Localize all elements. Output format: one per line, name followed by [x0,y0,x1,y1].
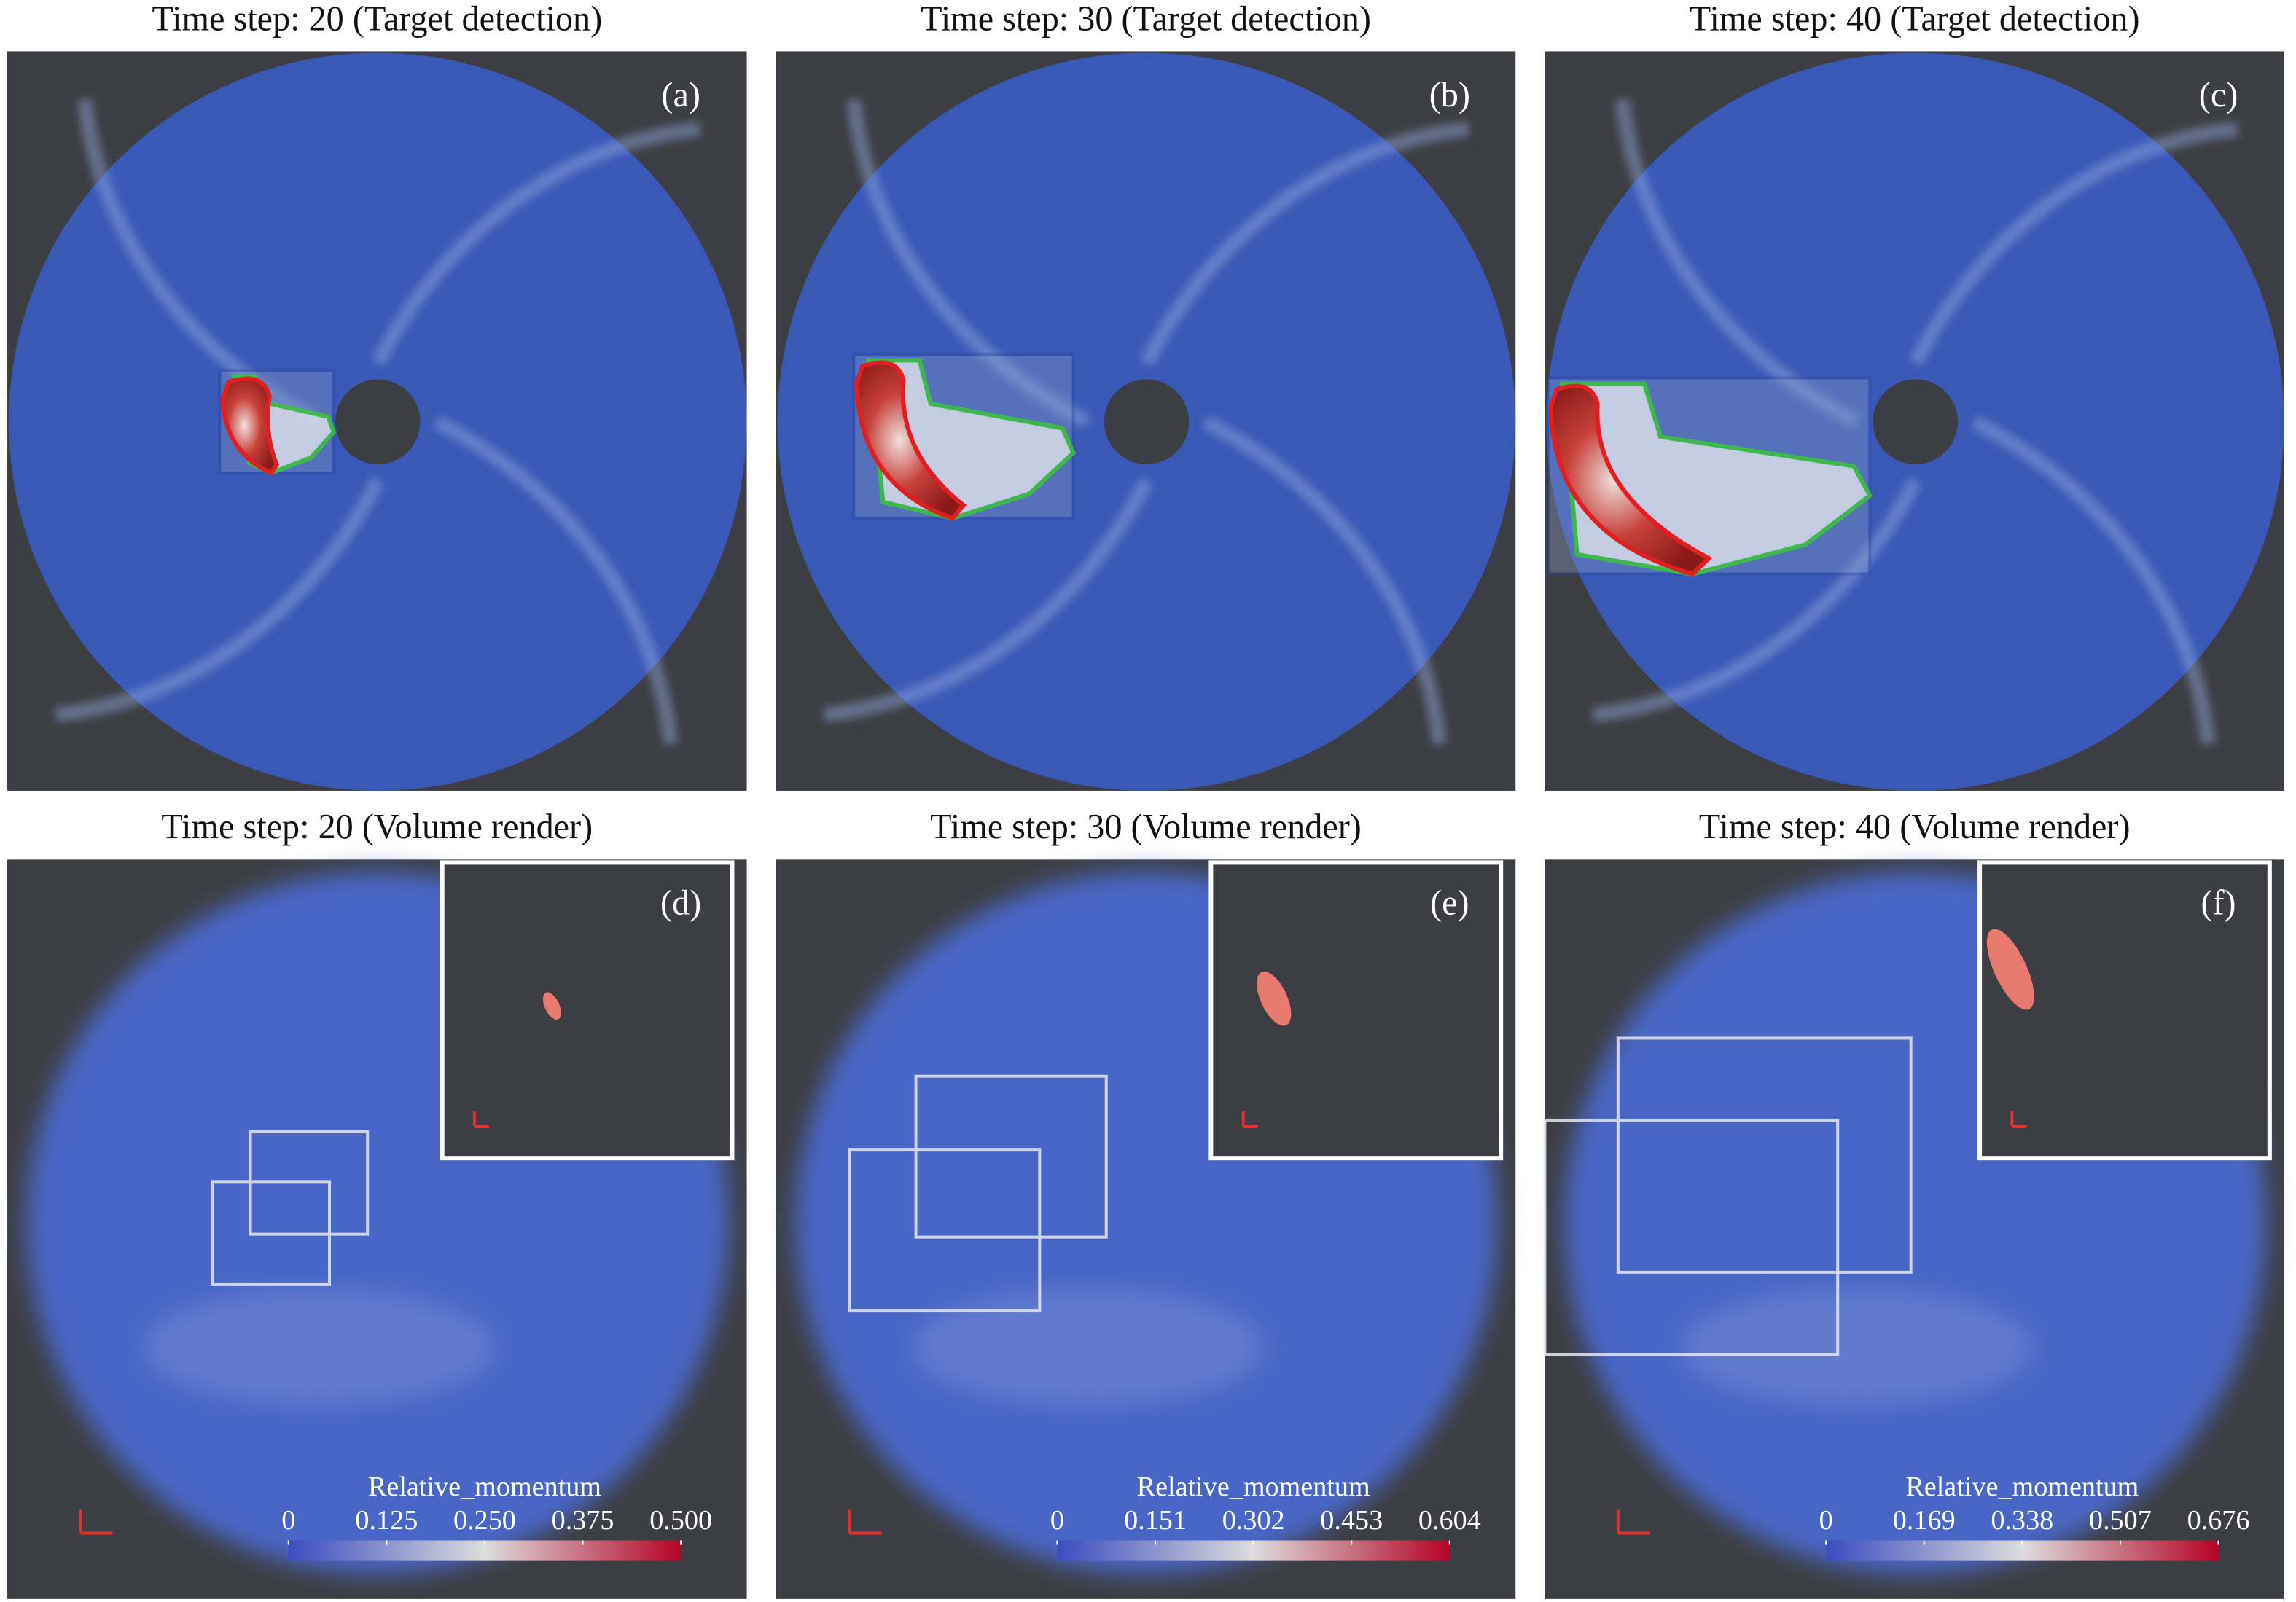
swirl [55,477,385,722]
swirls [1592,98,2238,745]
swirl [1592,477,1922,722]
colorbar-tick-label: 0.604 [1418,1505,1481,1536]
panel-label: (f) [2201,884,2236,923]
axes-triad [1241,1111,1258,1128]
swirl [1970,415,2216,745]
swirl [824,477,1153,722]
panel-label: (a) [661,76,700,114]
panel-title: Time step: 20 (Volume render) [161,808,593,846]
red-contour [854,360,967,521]
colorbar-tick-label: 0.453 [1320,1505,1383,1536]
bounding-cube [1543,1036,1913,1356]
axes-triad [848,1509,882,1535]
panel-title: Time step: 20 (Target detection) [152,0,602,38]
swirl [371,121,701,367]
colorbar-tick-label: 0.151 [1124,1505,1187,1536]
colorbar-tick-label: 0 [281,1505,295,1536]
center-hole [1873,379,1958,464]
colorbar-title: Relative_momentum [1137,1472,1370,1502]
colorbar-title: Relative_momentum [368,1472,601,1502]
colorbar-tick-label: 0 [1050,1505,1064,1536]
panel-title: Time step: 40 (Target detection) [1690,0,2140,38]
cube-front [848,1148,1042,1313]
panel-label: (c) [2199,76,2238,114]
cube-back [914,1074,1108,1239]
panel-title: Time step: 30 (Target detection) [921,0,1371,38]
colorbar-tick-label: 0.507 [2089,1505,2152,1536]
axes-triad [79,1509,113,1535]
swirl [1140,121,1469,367]
swirl [1908,121,2238,367]
volume-highlight [912,1288,1264,1406]
colorbar-tick-label: 0 [1819,1505,1833,1536]
swirls [824,98,1469,745]
swirl [846,98,1092,429]
inset [440,860,735,1161]
center-hole [335,379,421,464]
volume-highlight [143,1288,496,1406]
colorbar-tick-label: 0.250 [453,1505,516,1536]
swirl [1201,415,1447,745]
colorbar-tick-label: 0.338 [1991,1505,2053,1536]
panel-title: Time step: 30 (Volume render) [930,808,1362,846]
cube-front [1543,1118,1840,1356]
colorbar-title: Relative_momentum [1905,1472,2139,1502]
inset [1208,860,1504,1161]
cube-front [211,1180,332,1286]
red-contour [1548,383,1713,577]
bounding-cube [211,1130,370,1286]
swirl [77,98,323,429]
bounding-cube [848,1074,1108,1313]
swirl [1614,98,1860,429]
colorbar-tick-label: 0.676 [2187,1505,2250,1536]
colorbar-tick-label: 0.125 [355,1505,418,1536]
cube-back [1616,1036,1913,1274]
volume-highlight [1681,1288,2033,1406]
swirl [433,415,679,745]
panel-label: (e) [1430,884,1469,923]
colorbar-tick-label: 0.169 [1893,1505,1956,1536]
panel-label: (b) [1429,76,1470,114]
axes-triad [1616,1509,1651,1535]
colorbar-tick-label: 0.302 [1222,1505,1285,1536]
red-contour [220,376,280,476]
inset [1977,860,2272,1161]
center-hole [1104,379,1190,464]
colorbar-tick-label: 0.500 [649,1505,712,1536]
inset-target [1986,929,2034,1010]
swirls [55,98,701,745]
panel-title: Time step: 40 (Volume render) [1699,808,2131,846]
inset-target [1257,971,1292,1026]
panel-label: (d) [660,884,701,923]
colorbar-tick-label: 0.375 [552,1505,614,1536]
axes-triad [2010,1111,2027,1128]
axes-triad [472,1111,489,1128]
inset-target [542,992,561,1020]
